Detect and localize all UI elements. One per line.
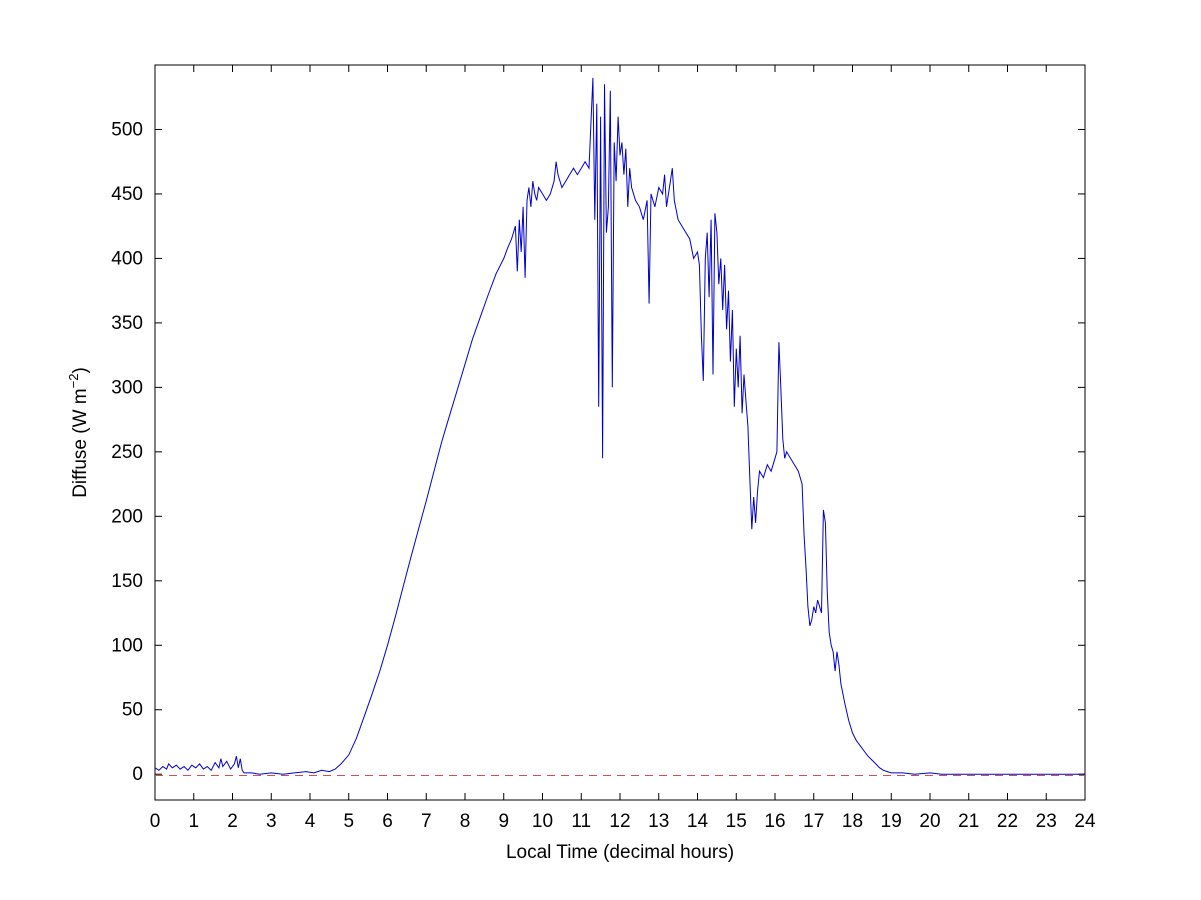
- x-tick-label: 19: [881, 811, 902, 832]
- x-tick-label: 7: [421, 811, 432, 832]
- x-tick-label: 16: [764, 811, 785, 832]
- x-tick-label: 15: [726, 811, 747, 832]
- x-tick-label: 17: [803, 811, 824, 832]
- y-axis-label: Diffuse (W m−2): [66, 367, 91, 498]
- x-tick-label: 11: [571, 811, 591, 832]
- y-tick-label: 150: [111, 571, 143, 592]
- x-tick-label: 4: [305, 811, 316, 832]
- y-tick-label: 250: [111, 442, 143, 463]
- x-tick-label: 12: [609, 811, 630, 832]
- x-tick-label: 2: [227, 811, 238, 832]
- y-tick-label: 300: [111, 377, 143, 398]
- x-tick-label: 22: [997, 811, 1018, 832]
- x-tick-label: 18: [842, 811, 863, 832]
- x-tick-label: 3: [266, 811, 277, 832]
- y-tick-label: 50: [122, 700, 143, 721]
- y-tick-label: 100: [111, 635, 143, 656]
- x-tick-label: 9: [498, 811, 509, 832]
- x-tick-label: 5: [343, 811, 354, 832]
- y-tick-label: 0: [132, 764, 143, 785]
- plot-box: [154, 64, 1086, 801]
- x-tick-label: 21: [958, 811, 979, 832]
- x-tick-label: 20: [919, 811, 940, 832]
- x-axis-label: Local Time (decimal hours): [506, 842, 734, 863]
- y-tick-label: 400: [111, 248, 143, 269]
- x-tick-label: 14: [687, 811, 709, 832]
- x-tick-label: 10: [532, 811, 553, 832]
- x-tick-label: 23: [1036, 811, 1057, 832]
- y-tick-label: 350: [111, 313, 143, 334]
- x-tick-label: 13: [648, 811, 669, 832]
- x-tick-label: 1: [188, 811, 199, 832]
- y-tick-label: 500: [111, 119, 143, 140]
- diffuse-line: [154, 77, 1085, 775]
- x-tick-label: 24: [1074, 811, 1096, 832]
- x-tick-label: 8: [460, 811, 471, 832]
- y-tick-label: 450: [111, 184, 143, 205]
- x-tick-label: 6: [382, 811, 393, 832]
- x-tick-label: 0: [150, 811, 161, 832]
- y-tick-label: 200: [111, 506, 143, 527]
